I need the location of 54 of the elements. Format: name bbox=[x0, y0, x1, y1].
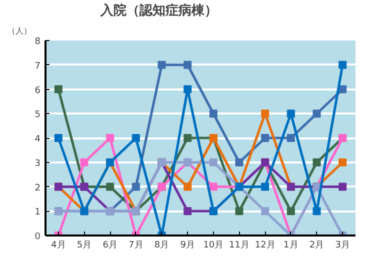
point bbox=[286, 134, 295, 142]
point bbox=[312, 110, 321, 118]
x-tick-label: 8月 bbox=[154, 240, 170, 250]
x-tick-label: 9月 bbox=[180, 240, 195, 250]
y-tick-label: 0 bbox=[34, 232, 41, 242]
point bbox=[338, 182, 347, 191]
x-tick-label: 7月 bbox=[128, 240, 144, 250]
y-tick-label: 3 bbox=[34, 158, 41, 169]
point bbox=[184, 85, 192, 94]
point bbox=[312, 158, 321, 166]
y-tick-label: 4 bbox=[34, 134, 41, 144]
point bbox=[209, 110, 218, 118]
x-tick-label: 1月 bbox=[284, 240, 298, 250]
point bbox=[261, 110, 270, 118]
x-tick-label: 2月 bbox=[309, 240, 324, 250]
point bbox=[158, 60, 166, 69]
point bbox=[132, 182, 140, 191]
point bbox=[338, 158, 347, 166]
point bbox=[106, 134, 114, 142]
point bbox=[261, 182, 270, 191]
point bbox=[80, 158, 88, 166]
y-tick-label: 2 bbox=[34, 183, 41, 194]
point bbox=[261, 134, 270, 142]
chart-title: 入院（認知症病棟） bbox=[100, 2, 218, 18]
point bbox=[132, 134, 140, 142]
y-axis-title: （人） bbox=[8, 26, 32, 36]
point bbox=[209, 182, 218, 191]
point bbox=[261, 207, 270, 216]
x-tick-label: 12月 bbox=[254, 240, 276, 250]
x-tick-label: 4月 bbox=[51, 240, 66, 250]
point bbox=[184, 207, 192, 216]
point bbox=[312, 207, 321, 216]
x-tick-label: 5月 bbox=[76, 240, 92, 250]
point bbox=[184, 134, 192, 142]
point bbox=[338, 60, 347, 69]
point bbox=[286, 207, 295, 216]
point bbox=[184, 60, 192, 69]
x-tick-label: 6月 bbox=[102, 240, 118, 250]
y-tick-label: 8 bbox=[34, 37, 41, 47]
y-tick-label: 1 bbox=[34, 208, 41, 218]
y-tick-label: 5 bbox=[34, 110, 41, 120]
point bbox=[209, 158, 218, 166]
point bbox=[286, 110, 295, 118]
y-tick-label: 7 bbox=[34, 61, 41, 72]
y-tick-label: 6 bbox=[34, 86, 41, 96]
point bbox=[54, 134, 62, 142]
point bbox=[235, 207, 244, 216]
x-tick-label: 11月 bbox=[229, 240, 250, 250]
point bbox=[54, 85, 62, 94]
x-tick-label: 3月 bbox=[335, 240, 350, 250]
point bbox=[184, 182, 192, 191]
point bbox=[106, 182, 114, 191]
x-tick-label: 10月 bbox=[203, 240, 224, 250]
point bbox=[235, 158, 244, 166]
